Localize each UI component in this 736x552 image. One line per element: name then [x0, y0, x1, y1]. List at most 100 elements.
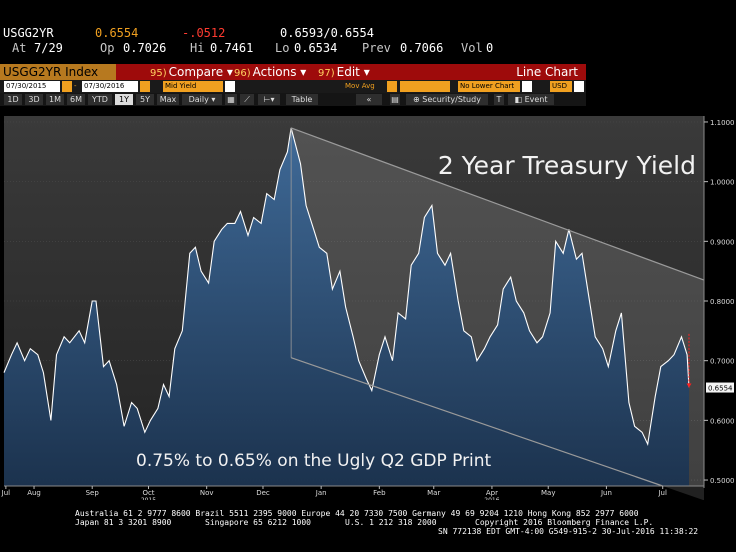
x-tick-label: Jul [1, 489, 11, 497]
chart-controls: 07/30/2015 - 07/30/2016 Mid Yield Mov Av… [0, 80, 586, 93]
bar-tool-icon[interactable]: ⊢▾ [258, 94, 280, 105]
chevron-down-icon: ▾ [359, 65, 370, 79]
note-icon[interactable]: ▤ [390, 94, 400, 105]
last-price: 0.6554 [95, 26, 139, 40]
x-tick-label: Feb [373, 489, 386, 497]
footer-contacts: Australia 61 2 9777 8600 Brazil 5511 239… [75, 509, 639, 518]
function-bar: USGG2YR Index 95) Compare ▾ 96) Actions ▾ … [0, 64, 586, 80]
period-1y[interactable]: 1Y [115, 94, 133, 105]
drop-arrow-head [686, 383, 692, 388]
y-axis: 1.1000 1.0000 0.9000 0.8000 0.7000 0.6000 0.50… [703, 116, 735, 488]
yield-area [4, 127, 689, 487]
lower-chart-select[interactable]: No Lower Chart [458, 81, 520, 92]
line-tool-icon[interactable]: ⟋ [240, 94, 254, 105]
compare-label: Compare [168, 65, 224, 79]
chevron-down-icon: ▾ [223, 65, 233, 79]
footer-copyright: Copyright 2016 Bloomberg Finance L.P. [475, 518, 654, 527]
quote-row-1: USGG2YR 0.6554 -.0512 0.6593/0.6554 [0, 25, 736, 41]
date-separator: - [74, 82, 77, 90]
x-tick-label: Mar [427, 489, 440, 497]
calendar-icon[interactable] [140, 81, 150, 92]
event-button[interactable]: ◧ Event [508, 94, 554, 105]
y-tick-label: 0.6000 [710, 417, 735, 425]
period-1d[interactable]: 1D [4, 94, 22, 105]
chevron-down-icon[interactable] [574, 81, 584, 92]
chart-title: 2 Year Treasury Yield [438, 151, 696, 180]
edit-label: Edit [336, 65, 360, 79]
mov-avg-field[interactable] [400, 81, 450, 92]
channel-lines [290, 127, 705, 487]
start-date-field[interactable]: 07/30/2015 [4, 81, 60, 92]
actions-label: Actions [252, 65, 297, 79]
x-axis: Jul Aug Sep Oct Nov Dec Jan Feb Mar Apr May Jun Jul 2… [1, 485, 704, 500]
actions-num: 96) [234, 68, 251, 79]
security-study-button[interactable]: ⊕ Security/Study [406, 94, 488, 105]
period-5y[interactable]: 5Y [136, 94, 154, 105]
chevron-down-icon[interactable] [225, 81, 235, 92]
mov-avg-toggle[interactable] [387, 81, 397, 92]
year-label: 2016 [484, 497, 499, 500]
chart-annotation: 0.75% to 0.65% on the Ugly Q2 GDP Print [136, 451, 492, 471]
x-tick-label: Apr [486, 489, 498, 497]
bid-ask: 0.6593/0.6554 [280, 26, 374, 40]
x-tick-label: Dec [256, 489, 270, 497]
period-1m[interactable]: 1M [46, 94, 64, 105]
yield-chart[interactable]: 1.1000 1.0000 0.9000 0.8000 0.7000 0.6000 0.50… [0, 112, 736, 500]
chart-style-icon[interactable]: ▦ [225, 94, 237, 105]
frequency-select[interactable]: Daily ▾ [182, 94, 222, 105]
yield-line [3, 127, 690, 447]
footer-singapore: Singapore 65 6212 1000 [205, 518, 311, 527]
prev-value: 0.7066 [400, 41, 444, 55]
channel-lower-line [290, 357, 663, 487]
footer-us: U.S. 1 212 318 2000 [345, 518, 437, 527]
back-arrows-icon[interactable]: « [356, 94, 382, 105]
open-value: 0.7026 [123, 41, 167, 55]
x-tick-label: May [541, 489, 555, 497]
vol-value: 0 [486, 41, 494, 55]
period-6m[interactable]: 6M [67, 94, 85, 105]
chevron-down-icon: ▾ [208, 95, 216, 104]
field-select[interactable]: Mid Yield [163, 81, 223, 92]
compare-menu[interactable]: 95) Compare ▾ [150, 64, 233, 80]
period-3d[interactable]: 3D [25, 94, 43, 105]
channel-upper-line [290, 127, 705, 281]
period-bar: 1D 3D 1M 6M YTD 1Y 5Y Max Daily ▾ ▦ ⟋ ⊢▾… [0, 93, 586, 106]
security-study-icon: ⊕ [413, 95, 423, 104]
x-tick-label: Oct [142, 489, 154, 497]
end-date-field[interactable]: 07/30/2016 [82, 81, 138, 92]
y-tick-label: 0.9000 [710, 238, 735, 246]
frequency-label: Daily [188, 95, 209, 104]
text-tool-icon[interactable]: T [494, 94, 504, 105]
x-tick-label: Nov [200, 489, 214, 497]
chevron-down-icon: ▾ [296, 65, 307, 79]
y-tick-label: 1.1000 [710, 119, 735, 127]
chevron-down-icon[interactable] [522, 81, 532, 92]
x-tick-label: Aug [27, 489, 41, 497]
mov-avg-label: Mov Avg [345, 82, 375, 90]
ticker[interactable]: USGG2YR [3, 26, 54, 40]
y-tick-label: 0.8000 [710, 298, 735, 306]
actions-menu[interactable]: 96) Actions ▾ [234, 64, 306, 80]
footer-session: SN 772138 EDT GMT-4:00 G549-915-2 30-Jul… [438, 527, 699, 536]
x-tick-label: Jan [315, 489, 327, 497]
y-tick-label: 1.0000 [710, 179, 735, 187]
period-ytd[interactable]: YTD [88, 94, 112, 105]
price-change: -.0512 [182, 26, 226, 40]
low-label: Lo [275, 41, 290, 55]
year-label: 2015 [141, 497, 156, 500]
last-value-label: 0.6554 [708, 385, 733, 393]
chart-type-label: Line Chart [516, 65, 578, 79]
last-value-marker: 0.6554 [686, 333, 734, 393]
at-label: At [12, 41, 27, 55]
security-study-label: Security/Study [422, 95, 481, 104]
security-field[interactable]: USGG2YR Index [0, 64, 116, 80]
quote-row-2: At 7/29 Op 0.7026 Hi 0.7461 Lo 0.6534 Pr… [0, 40, 736, 56]
last-value-box [706, 382, 734, 393]
period-max[interactable]: Max [157, 94, 179, 105]
y-tick-label: 0.7000 [710, 358, 735, 366]
calendar-icon[interactable] [62, 81, 72, 92]
currency-select[interactable]: USD [550, 81, 572, 92]
table-button[interactable]: Table [286, 94, 318, 105]
prev-label: Prev [362, 41, 391, 55]
edit-menu[interactable]: 97) Edit ▾ [318, 64, 370, 80]
